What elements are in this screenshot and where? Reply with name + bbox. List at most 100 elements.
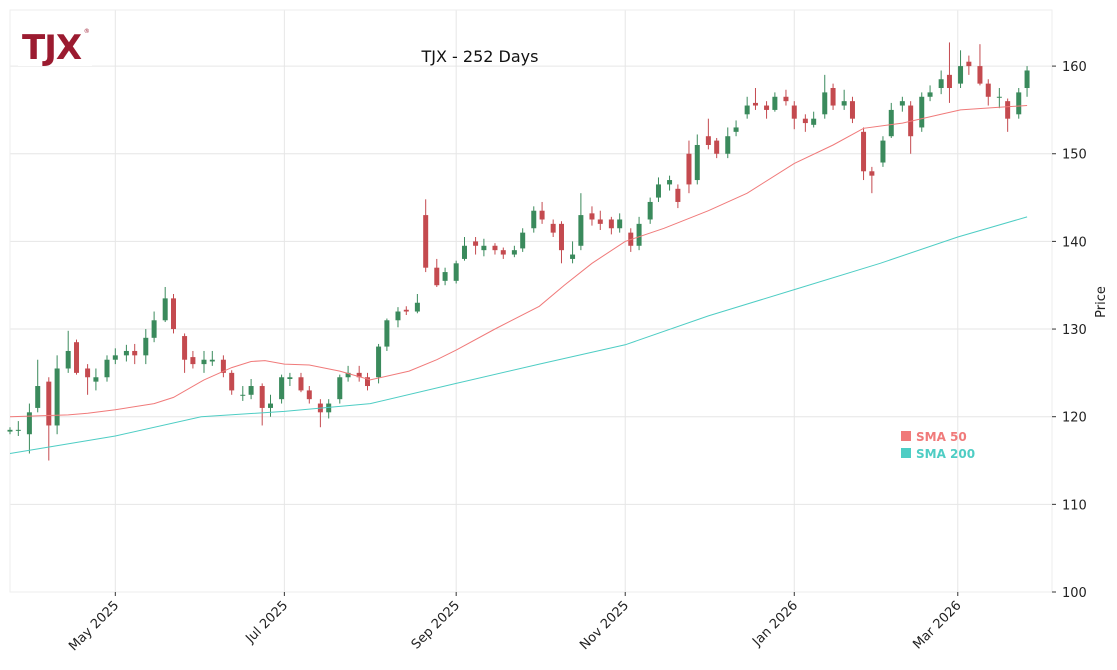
candle-body [558,223,564,251]
candle-body [423,215,429,268]
candle-body [171,298,177,330]
candle-body [384,320,390,347]
candle-body [376,346,382,378]
candle-body [822,92,828,115]
candle [15,421,21,436]
candle [888,102,894,138]
y-tick-label: 120 [1062,411,1087,426]
candle-body [356,372,362,378]
candle-body [481,245,487,251]
candle [908,101,914,154]
y-tick-label: 100 [1062,586,1087,601]
candle [938,70,944,95]
candle-body [802,118,808,124]
candle-body [112,355,118,360]
candle [453,260,459,284]
candle-body [966,61,972,67]
candle [714,137,720,159]
candle [162,286,168,323]
candle [511,245,517,258]
candle [201,350,207,373]
candle [958,50,964,89]
candle [966,55,972,75]
candle-body [888,109,894,137]
candle-body [268,403,273,408]
candle-body [714,140,720,154]
candle [927,85,933,102]
candle [783,89,789,106]
candle-body [1016,92,1022,115]
candle-body [403,309,409,312]
candle [317,399,323,428]
candle [220,355,226,378]
candle-body [190,357,196,365]
candle-body [259,386,265,408]
candle-body [162,298,168,321]
candle-body [550,223,556,233]
candle [442,267,448,286]
x-tick-label: Jan 2026 [749,598,801,650]
candle-body [869,171,875,176]
candle [752,88,758,110]
candle [132,343,138,365]
candle [268,394,273,417]
candle-body [395,311,401,321]
candle [151,311,157,343]
candle-body [46,381,52,426]
candle-body [597,219,603,224]
candle-body [744,105,750,115]
candle-body [143,337,149,356]
candle [481,238,487,257]
candle-body [104,359,110,378]
candle-body [772,96,778,110]
plot-frame [9,9,1053,593]
candle-body [539,210,545,220]
candle [500,247,506,259]
candle-body [209,359,215,362]
candle-body [841,101,847,106]
candle [123,344,129,362]
candle-body [977,66,983,84]
candle [597,210,603,231]
candle [725,127,731,159]
candle-body [655,184,661,198]
candle-body [919,96,925,128]
candle-body [647,201,653,220]
candle-body [182,336,188,360]
candle [617,213,623,233]
candle [414,293,420,314]
candle [772,92,778,112]
candle [1005,98,1011,132]
candle-body [279,377,285,400]
candle [811,111,817,128]
candle [248,379,254,400]
candle [182,333,188,373]
candle [899,96,905,112]
candle-body [899,101,905,106]
candle-body [35,386,41,408]
candle-body [442,272,448,281]
y-tick-label: 150 [1062,148,1087,163]
candle [104,355,110,382]
x-tick-label: Nov 2025 [577,598,632,653]
x-tick-label: Jul 2025 [242,598,291,647]
candle [636,216,642,251]
candle-body [201,359,207,365]
candle [434,258,440,287]
candle-body [74,342,80,373]
candle-body [927,92,933,97]
candle [1016,88,1022,119]
candle [229,370,235,395]
candle [655,177,661,202]
candle-body [65,350,71,369]
candle [667,175,673,191]
y-tick-label: 160 [1062,60,1087,75]
candle-body [220,359,226,373]
candle [694,134,700,185]
candle-body [667,180,673,185]
sma50-line [9,105,1028,418]
candle [403,306,409,316]
candle [473,237,479,255]
candle-body [364,377,370,387]
